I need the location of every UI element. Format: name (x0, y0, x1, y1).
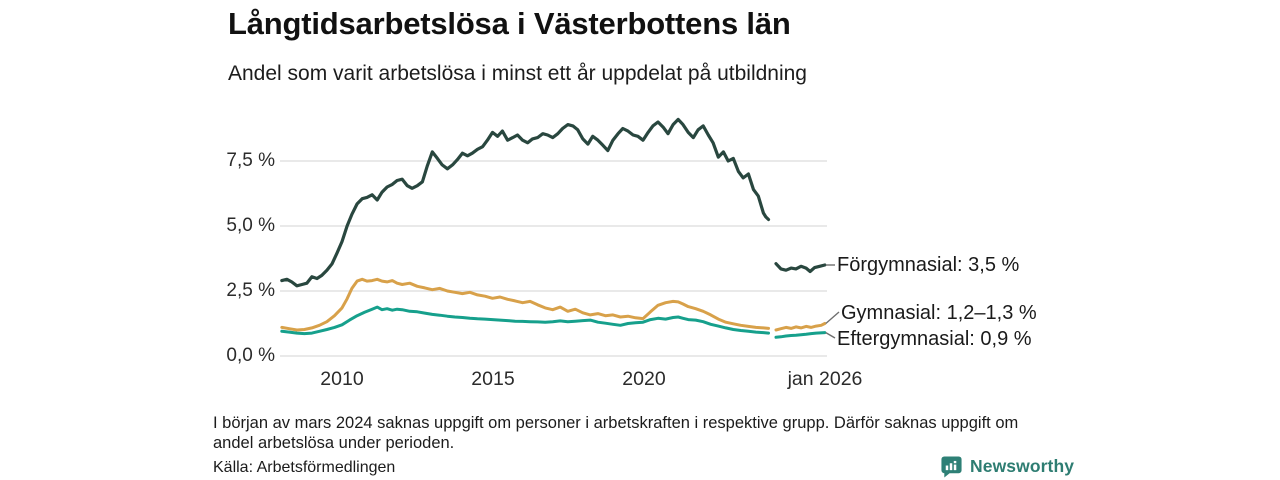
legend-connector-eftergymnasial (825, 331, 836, 339)
newsworthy-wordmark: Newsworthy (970, 456, 1075, 476)
series-line-eftergymnasial (774, 331, 827, 339)
y-axis-tick-label-5-0: 5,0 % (226, 215, 275, 236)
x-axis-tick-label-2020: 2020 (622, 368, 666, 390)
chart-speech-bubble-icon (941, 456, 962, 478)
series-line-eftergymnasial (280, 305, 770, 336)
series-line-gymnasial (280, 277, 770, 332)
legend-label-eftergymnasial: Eftergymnasial: 0,9 % (837, 328, 1032, 350)
legend-label-gymnasial: Gymnasial: 1,2–1,3 % (841, 302, 1037, 324)
source-attribution: Källa: Arbetsförmedlingen (213, 459, 396, 476)
y-axis-tick-label-7-5: 7,5 % (226, 150, 275, 171)
series-line-gymnasial (774, 322, 827, 332)
legend-label-forgymnasial: Förgymnasial: 3,5 % (837, 254, 1020, 276)
x-axis-tick-label-jan-2026: jan 2026 (787, 368, 863, 390)
legend-connector-gymnasial (825, 311, 840, 325)
series-line-förgymnasial (774, 262, 827, 274)
x-axis-tick-label-2015: 2015 (471, 368, 515, 390)
newsworthy-branding: Newsworthy (940, 455, 1074, 478)
footnote-data-gap: I början av mars 2024 saknas uppgift om … (213, 414, 1019, 452)
page-title: Långtidsarbetslösa i Västerbottens län (228, 6, 791, 41)
series-line-förgymnasial (280, 117, 771, 288)
page-subtitle: Andel som varit arbetslösa i minst ett å… (228, 62, 807, 85)
y-axis-tick-label-2-5: 2,5 % (226, 280, 275, 301)
y-axis-tick-label-0-0: 0,0 % (226, 345, 275, 366)
x-axis-tick-label-2010: 2010 (320, 368, 364, 390)
